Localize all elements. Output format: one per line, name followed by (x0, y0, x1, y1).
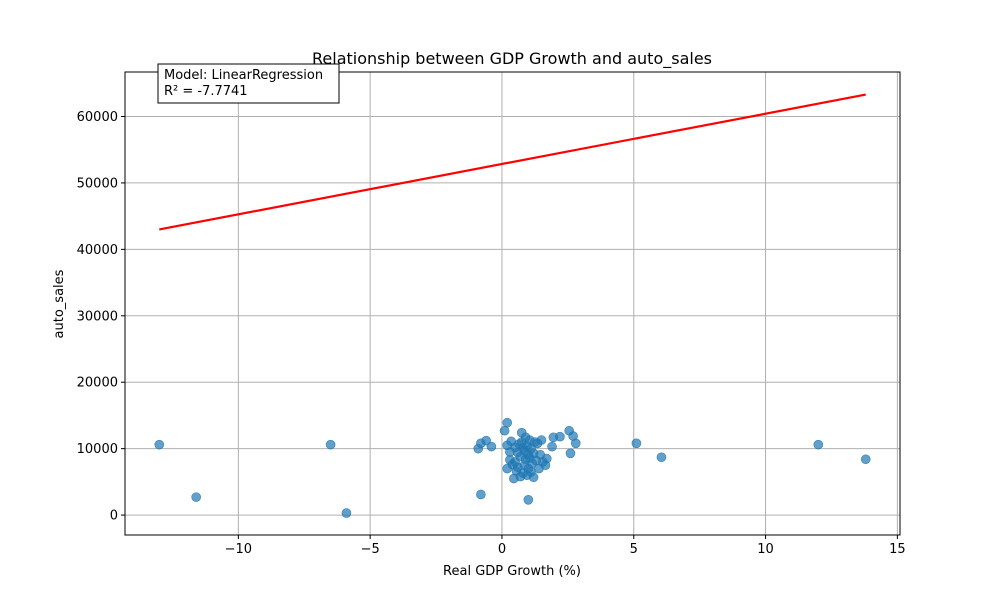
data-point (523, 494, 534, 505)
y-axis-label: auto_sales (52, 269, 67, 338)
data-point (547, 441, 557, 452)
y-tick-label: 0 (110, 509, 118, 524)
scatter-points (154, 417, 871, 518)
data-point (555, 431, 565, 442)
data-point (154, 439, 165, 450)
y-tick-label: 10000 (77, 442, 118, 457)
x-tick-label: 5 (630, 542, 638, 557)
data-point (656, 452, 667, 463)
data-point (536, 435, 547, 445)
y-axis-ticks: 0 10000 20000 30000 40000 50000 60000 (77, 110, 125, 524)
x-axis-label: Real GDP Growth (%) (443, 564, 581, 579)
data-point (570, 438, 581, 449)
data-point (631, 438, 642, 449)
data-point (325, 439, 336, 450)
data-point (541, 453, 552, 464)
x-tick-label: −5 (361, 542, 380, 557)
data-point (502, 417, 513, 428)
y-tick-label: 20000 (77, 376, 118, 391)
data-point (341, 508, 352, 518)
plot-frame (124, 71, 901, 536)
annotation-r2: R² = -7.7741 (164, 84, 248, 99)
x-tick-label: 0 (498, 542, 506, 557)
data-point (499, 425, 510, 436)
y-tick-label: 30000 (77, 309, 118, 324)
fit-line-layer (159, 93, 866, 231)
x-tick-label: −10 (225, 542, 252, 557)
y-tick-label: 50000 (77, 176, 118, 191)
model-annotation: Model: LinearRegression R² = -7.7741 (157, 63, 340, 104)
grid (125, 72, 900, 535)
y-tick-label: 60000 (77, 110, 118, 125)
regression-line (159, 93, 866, 231)
chart-title: Relationship between GDP Growth and auto… (312, 49, 712, 69)
annotation-box (157, 63, 340, 104)
data-point (191, 492, 201, 502)
x-axis-ticks: −10 −5 0 5 10 15 (225, 535, 906, 557)
data-point (486, 441, 497, 452)
data-point (565, 448, 576, 459)
data-point (813, 439, 824, 450)
y-tick-label: 40000 (77, 243, 118, 258)
annotation-model: Model: LinearRegression (164, 68, 323, 83)
data-point (476, 489, 486, 500)
data-point (860, 454, 871, 465)
x-tick-label: 10 (757, 542, 774, 557)
data-point (528, 472, 539, 483)
x-tick-label: 15 (889, 542, 906, 557)
